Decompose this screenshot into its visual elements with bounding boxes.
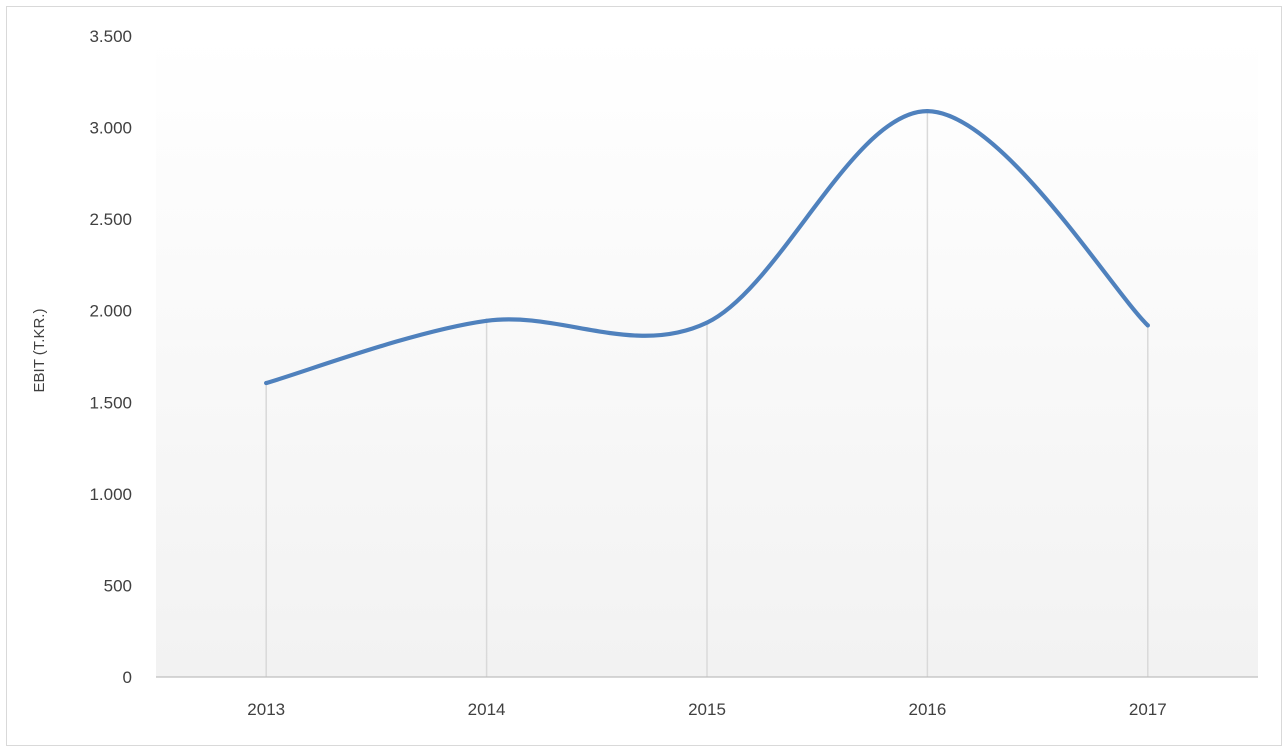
data-point bbox=[925, 109, 930, 114]
y-tick-label: 2.000 bbox=[89, 302, 132, 321]
y-tick-label: 3.500 bbox=[89, 27, 132, 46]
x-tick-label: 2014 bbox=[468, 700, 506, 719]
x-tick-label: 2015 bbox=[688, 700, 726, 719]
x-tick-label: 2013 bbox=[247, 700, 285, 719]
y-tick-label: 1.000 bbox=[89, 485, 132, 504]
x-tick-label: 2016 bbox=[908, 700, 946, 719]
drop-lines bbox=[265, 111, 1149, 677]
y-axis-title: EBIT (T.KR.) bbox=[31, 309, 48, 393]
data-points bbox=[264, 109, 1150, 386]
y-tick-label: 0 bbox=[123, 668, 132, 687]
data-point bbox=[705, 320, 709, 325]
data-point bbox=[484, 318, 489, 323]
x-tick-label: 2017 bbox=[1129, 700, 1167, 719]
y-tick-label: 3.000 bbox=[89, 119, 132, 138]
y-tick-label: 500 bbox=[104, 576, 132, 595]
data-point bbox=[1145, 323, 1150, 328]
x-axis-tick-labels: 2013 2014 2015 2016 2017 bbox=[247, 700, 1166, 719]
y-tick-label: 2.500 bbox=[89, 210, 132, 229]
y-tick-label: 1.500 bbox=[89, 393, 132, 412]
y-axis-tick-labels: 0 500 1.000 1.500 2.000 2.500 3.000 3.500 bbox=[89, 27, 132, 687]
series-line-ebit bbox=[264, 108, 1150, 386]
data-point bbox=[264, 381, 269, 386]
